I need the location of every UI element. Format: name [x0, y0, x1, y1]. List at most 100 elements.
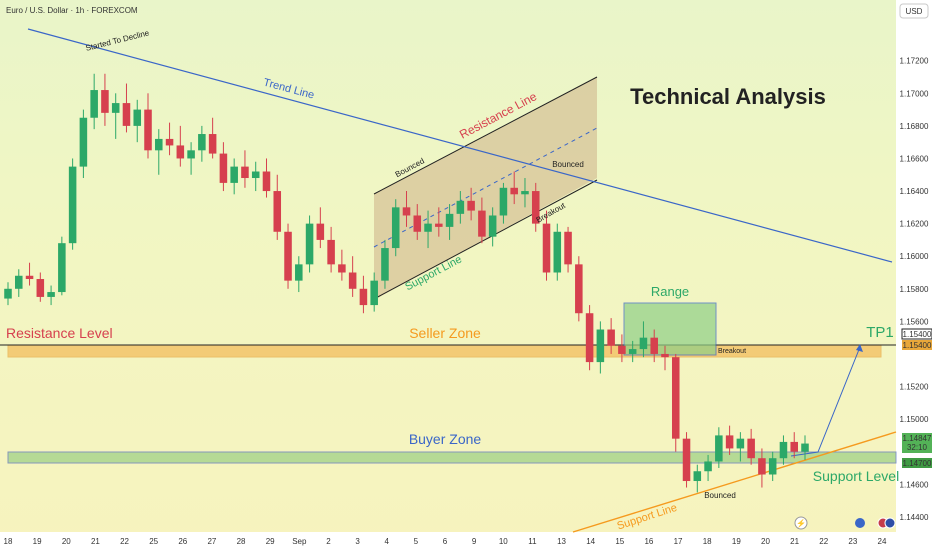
candle: [575, 256, 583, 322]
tp-tag-upper-text: 1.15400: [903, 330, 932, 339]
candle-body: [219, 153, 228, 183]
candle-body: [327, 239, 335, 265]
event-icon[interactable]: [855, 518, 865, 528]
candle: [262, 158, 271, 198]
channel-upper-line: [373, 76, 598, 195]
candle-body: [768, 458, 777, 475]
candle-body: [467, 200, 475, 211]
candle-body: [90, 90, 98, 118]
candle-body: [801, 443, 809, 452]
seller-zone-label: Seller Zone: [409, 325, 481, 341]
candle: [521, 178, 529, 208]
candle: [715, 427, 723, 468]
candle: [176, 125, 185, 167]
x-tick-label: 6: [443, 537, 448, 546]
candle: [219, 142, 228, 192]
candle-body: [639, 337, 648, 350]
lightning-glyph: ⚡: [796, 518, 806, 528]
trend-line-label: Trend Line: [262, 77, 316, 102]
candle-body: [499, 187, 508, 216]
candle: [564, 226, 572, 273]
candle: [499, 182, 508, 224]
candle: [424, 210, 432, 249]
candle-body: [564, 231, 572, 265]
candle-body: [165, 138, 174, 146]
candle: [284, 223, 292, 289]
x-tick-label: 21: [790, 537, 799, 546]
candle-body: [251, 171, 260, 179]
candle-body: [650, 337, 658, 354]
y-tick-label: 1.15600: [900, 317, 929, 326]
buyer-zone-label: Buyer Zone: [409, 431, 482, 447]
candle-body: [413, 215, 422, 232]
candle-body: [779, 441, 788, 459]
support-tag-text: 1.14700: [903, 459, 932, 468]
x-tick-label: 11: [528, 537, 537, 546]
y-tick-label: 1.15800: [900, 285, 929, 294]
candle: [133, 99, 142, 143]
candle-body: [456, 200, 465, 214]
candle-body: [79, 117, 88, 167]
x-tick-label: 18: [703, 537, 712, 546]
y-tick-label: 1.16800: [900, 122, 929, 131]
tp1-label: TP1: [866, 324, 894, 341]
x-tick-label: 20: [761, 537, 770, 546]
candle-body: [521, 191, 529, 195]
candle: [15, 269, 23, 297]
candle: [305, 215, 314, 273]
candle: [327, 226, 335, 273]
y-tick-label: 1.16000: [900, 252, 929, 261]
candle: [542, 210, 551, 281]
candle: [370, 272, 378, 312]
x-tick-label: 27: [207, 537, 216, 546]
x-tick-label: 3: [355, 537, 360, 546]
candle-body: [747, 438, 755, 459]
support-line-bottom: [572, 431, 897, 533]
candle-body: [510, 187, 518, 195]
candle: [478, 197, 486, 244]
candle-body: [693, 471, 702, 482]
started-to-decline-label: Started To Decline: [85, 28, 151, 53]
projection-path: [790, 346, 861, 457]
candle-body: [47, 292, 55, 297]
candle-body: [4, 288, 12, 299]
candle-body: [758, 458, 766, 475]
candle-body: [208, 134, 217, 154]
last-price-tag: [902, 433, 932, 453]
y-tick-label: 1.16400: [900, 187, 929, 196]
candle: [25, 262, 34, 286]
candle: [36, 272, 45, 302]
candle: [381, 239, 389, 289]
flag-icon-eu[interactable]: [884, 517, 896, 529]
candle: [47, 285, 55, 306]
x-tick-label: 15: [615, 537, 624, 546]
candle-body: [348, 272, 357, 289]
currency-label[interactable]: USD: [906, 7, 923, 16]
candle-body: [553, 231, 562, 273]
candle-body: [725, 435, 734, 449]
candle: [682, 432, 691, 488]
breakout-label-2: Breakout: [718, 348, 746, 355]
candle-body: [424, 223, 432, 232]
candle-body: [359, 288, 368, 306]
candle-body: [241, 166, 249, 179]
x-tick-label: 20: [62, 537, 71, 546]
currency-badge[interactable]: [899, 3, 929, 19]
candle: [251, 161, 260, 192]
candle: [111, 93, 120, 139]
x-tick-label: 13: [557, 537, 566, 546]
candle-body: [155, 138, 163, 151]
candle: [779, 435, 788, 465]
candle: [693, 464, 702, 493]
candle-body: [715, 435, 723, 462]
candle-body: [198, 134, 206, 151]
candle: [790, 432, 798, 459]
lightning-icon[interactable]: [794, 516, 808, 530]
candle-body: [370, 280, 378, 306]
candle: [122, 83, 131, 133]
candle: [187, 142, 195, 175]
candle-body: [607, 329, 615, 346]
candle-body: [25, 275, 34, 280]
candle: [607, 318, 615, 354]
x-tick-label: 21: [91, 537, 100, 546]
